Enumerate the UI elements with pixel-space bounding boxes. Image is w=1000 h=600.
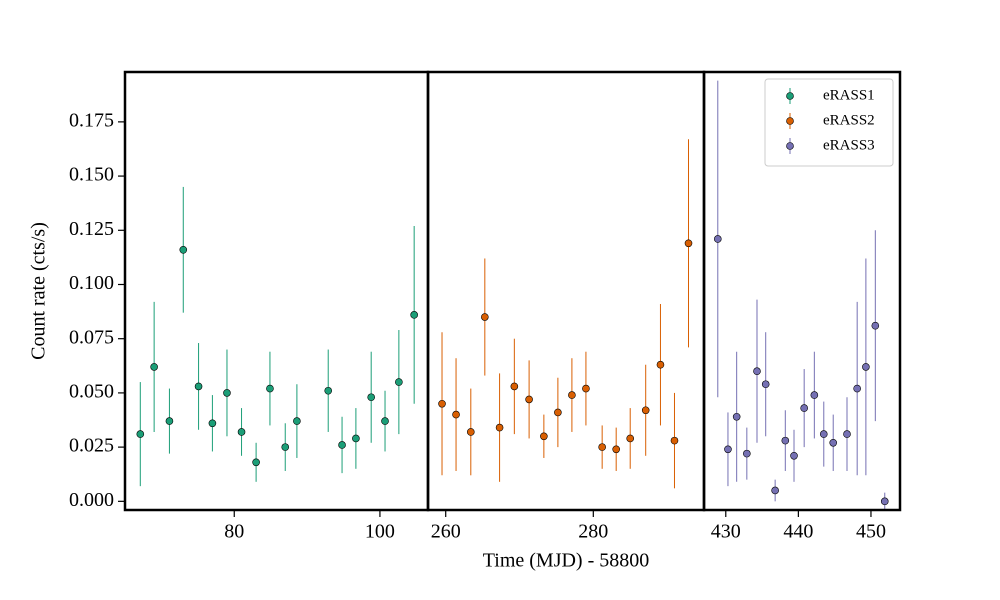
x-tick-label: 450	[856, 521, 886, 543]
data-point	[568, 391, 576, 399]
x-tick-label: 260	[431, 521, 461, 543]
data-point	[252, 458, 260, 467]
data-point	[237, 428, 246, 436]
data-point	[510, 382, 519, 391]
data-point	[452, 410, 460, 419]
y-tick-label: 0.100	[69, 272, 114, 294]
x-tick-label: 100	[365, 521, 395, 543]
panel-frame	[123, 70, 430, 512]
data-point	[853, 384, 861, 393]
data-point	[395, 378, 403, 386]
legend-marker	[786, 92, 794, 100]
legend-label: eRASS1	[823, 87, 875, 103]
data-point	[165, 417, 174, 425]
data-point	[208, 419, 217, 428]
data-point	[732, 412, 741, 421]
x-tick-label: 80	[224, 521, 244, 543]
data-point	[800, 404, 808, 412]
data-point	[880, 497, 889, 506]
data-point	[761, 380, 770, 389]
data-point	[467, 428, 475, 436]
data-point	[626, 434, 635, 443]
data-point	[338, 441, 346, 449]
data-point	[179, 246, 188, 254]
x-axis-label: Time (MJD) - 58800	[483, 550, 650, 572]
y-tick-label: 0.050	[69, 381, 114, 403]
data-point	[862, 363, 870, 371]
data-point	[670, 436, 679, 445]
legend-label: eRASS2	[823, 112, 875, 128]
y-tick-label: 0.150	[69, 164, 114, 186]
data-point	[790, 451, 798, 460]
data-point	[781, 436, 790, 445]
data-point	[324, 386, 333, 395]
data-point	[194, 382, 203, 391]
data-point	[871, 321, 880, 330]
data-point	[684, 239, 693, 248]
data-point	[771, 486, 779, 495]
y-axis-label: Count rate (cts/s)	[28, 222, 50, 360]
x-tick-label: 430	[711, 521, 741, 543]
data-point	[554, 408, 562, 417]
legend-box	[764, 78, 894, 167]
data-point	[810, 391, 819, 399]
data-point	[819, 430, 828, 438]
data-point	[713, 235, 722, 243]
data-point	[367, 393, 375, 402]
panel-frame	[426, 70, 706, 512]
legend-marker	[786, 117, 794, 125]
data-point	[410, 311, 418, 319]
data-point	[656, 360, 665, 369]
data-point	[843, 430, 851, 438]
y-tick-label: 0.075	[69, 326, 114, 348]
data-point	[612, 445, 620, 454]
data-point	[724, 445, 732, 454]
data-point	[293, 417, 301, 425]
data-point	[136, 430, 145, 438]
legend-marker	[786, 142, 794, 150]
data-point	[582, 384, 590, 393]
data-point	[223, 389, 231, 397]
y-tick-label: 0.175	[69, 109, 114, 131]
data-point	[438, 399, 446, 408]
data-point	[352, 434, 360, 443]
data-point	[150, 363, 158, 371]
panel-frame	[702, 70, 902, 512]
data-point	[281, 443, 290, 451]
data-point	[525, 395, 533, 404]
data-point	[381, 417, 389, 425]
y-tick-label: 0.025	[69, 435, 114, 457]
data-point	[495, 423, 504, 432]
data-point	[598, 443, 606, 451]
y-tick-label: 0.125	[69, 218, 114, 240]
data-point	[753, 367, 761, 376]
y-tick-label: 0.000	[69, 489, 114, 511]
data-point	[540, 432, 548, 441]
data-point	[743, 449, 751, 458]
data-point	[829, 438, 838, 447]
legend-label: eRASS3	[823, 137, 875, 153]
data-point	[481, 313, 489, 321]
x-tick-label: 440	[783, 521, 813, 543]
x-tick-label: 280	[578, 521, 608, 543]
data-point	[641, 406, 650, 415]
data-point	[266, 384, 274, 393]
